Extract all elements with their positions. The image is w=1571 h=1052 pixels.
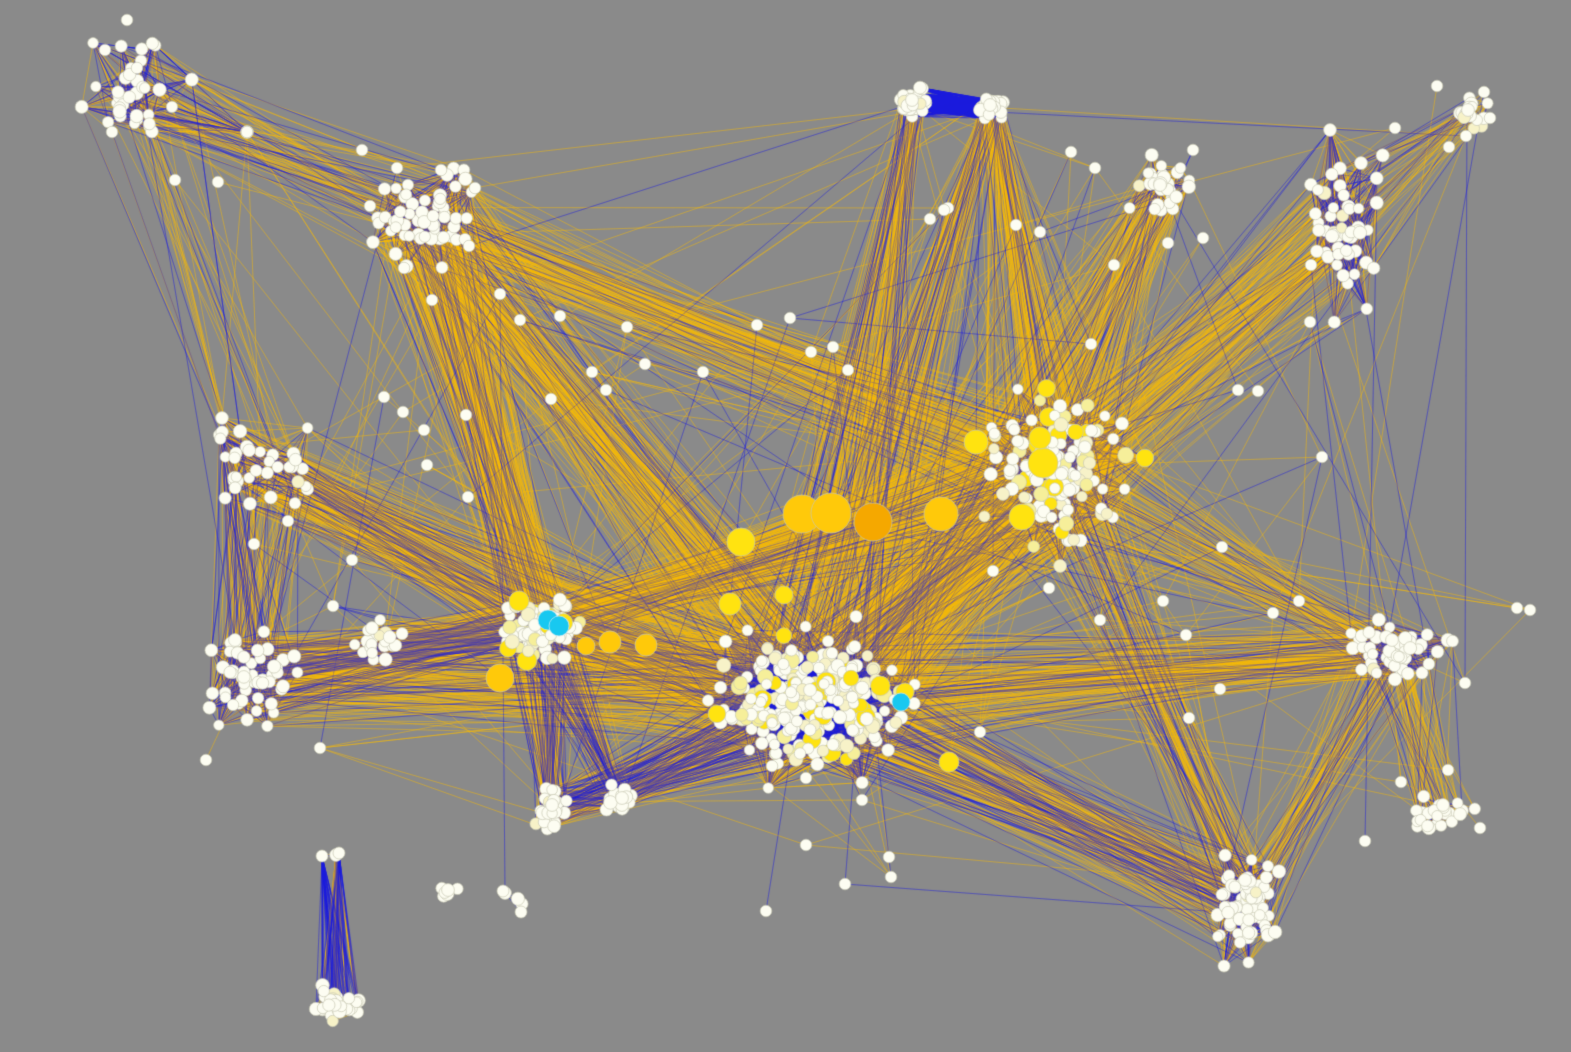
- network-graph-visualization: Force-directed network graph: [0, 0, 1571, 1052]
- graph-canvas[interactable]: [0, 0, 1571, 1052]
